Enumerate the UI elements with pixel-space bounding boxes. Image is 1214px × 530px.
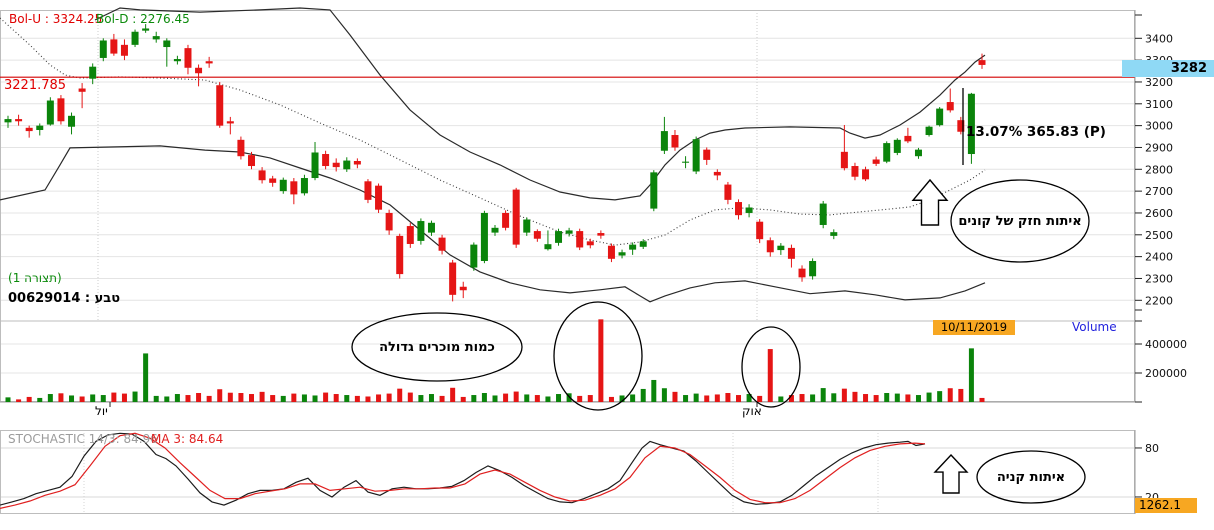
right-axis: 3400330032003100300029002800270026002500… bbox=[109, 10, 1187, 514]
bollinger-middle-band bbox=[0, 17, 986, 246]
sellers-ellipse bbox=[351, 312, 523, 382]
stoch-tick-label: 80 bbox=[1145, 442, 1159, 455]
bollinger-lower-band bbox=[0, 145, 986, 303]
bollinger-lower-label: Bol-D : 2276.45 bbox=[96, 12, 190, 26]
price-tick-label: 2400 bbox=[1145, 251, 1173, 264]
price-tick-label: 2500 bbox=[1145, 229, 1173, 242]
candlestick-series bbox=[4, 24, 986, 302]
volume-tick-label: 400000 bbox=[1145, 338, 1187, 351]
price-tick-label: 2800 bbox=[1145, 163, 1173, 176]
gridlines bbox=[0, 10, 1135, 514]
x-axis-label-oct: אוק bbox=[742, 404, 762, 418]
buy-signal-ellipse bbox=[976, 450, 1086, 504]
price-tick-label: 2900 bbox=[1145, 141, 1173, 154]
stochastic-value-marker: 1262.1 bbox=[1135, 498, 1197, 513]
date-marker: 10/11/2019 bbox=[933, 320, 1015, 335]
price-tick-label: 3100 bbox=[1145, 98, 1173, 111]
price-tick-label: 2600 bbox=[1145, 207, 1173, 220]
stochastic-ma-label: MA 3: 84.64 bbox=[151, 432, 224, 446]
volume-pane-title: Volume bbox=[1072, 320, 1117, 334]
annotation-strong-buyers-text: איתות חזק של קונים bbox=[958, 214, 1082, 229]
stochastic-d-line bbox=[0, 432, 926, 509]
buyers-up-arrow bbox=[911, 178, 949, 226]
stochastic-series bbox=[0, 432, 926, 509]
layout-config-label: (תצורה 1) bbox=[8, 271, 62, 285]
price-tick-label: 3400 bbox=[1145, 32, 1173, 45]
big-red-volume-ellipse bbox=[553, 301, 643, 411]
instrument-label: טבע : 00629014 bbox=[8, 291, 121, 306]
price-tick-label: 3200 bbox=[1145, 76, 1173, 89]
strong-buyers-ellipse bbox=[950, 179, 1090, 263]
price-tick-label: 2700 bbox=[1145, 185, 1173, 198]
bollinger-bands bbox=[0, 7, 986, 303]
volume-series bbox=[5, 319, 985, 402]
price-tick-label: 2200 bbox=[1145, 294, 1173, 307]
stoch-up-arrow bbox=[933, 453, 969, 494]
stochastic-k-label: STOCHASTIC 14/3: 84.96 bbox=[8, 432, 158, 446]
volume-tick-label: 200000 bbox=[1145, 367, 1187, 380]
last-price-marker: 3282 bbox=[1122, 60, 1214, 77]
measure-result-label: 13.07% 365.83 (P) bbox=[966, 124, 1106, 140]
annotation-buy-signal-text: איתות קניה bbox=[996, 470, 1066, 485]
bollinger-upper-band bbox=[94, 7, 986, 201]
price-tick-label: 3000 bbox=[1145, 120, 1173, 133]
x-axis-label-jul: יול bbox=[95, 404, 108, 418]
second-red-volume-ellipse bbox=[741, 326, 801, 408]
alert-line-price-label: 3221.785 bbox=[4, 78, 67, 93]
bollinger-upper-label: Bol-U : 3324.25 bbox=[9, 12, 103, 26]
annotation-sellers-text: כמות מוכרים גדולה bbox=[379, 340, 495, 355]
annotation-shapes bbox=[351, 178, 1090, 504]
price-tick-label: 2300 bbox=[1145, 272, 1173, 285]
